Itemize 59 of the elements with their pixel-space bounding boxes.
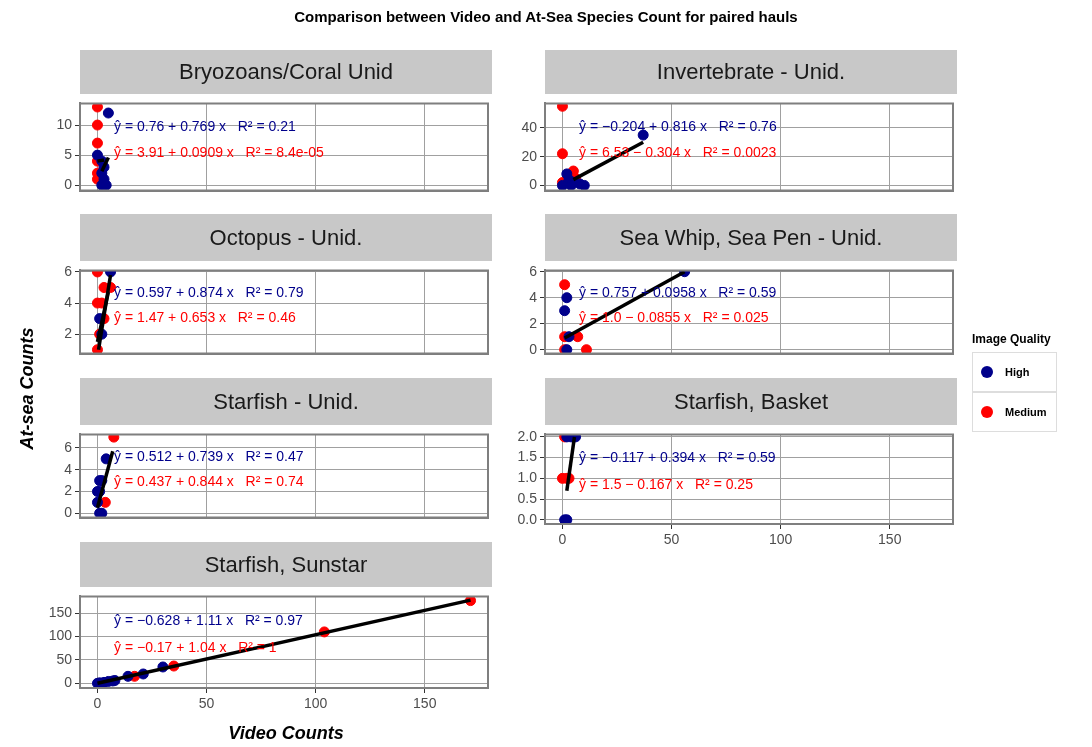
chart-title: Octopus - Unid.	[80, 214, 492, 261]
y-tick-label: 4	[64, 293, 73, 310]
x-tick-label: 100	[303, 695, 328, 712]
x-tick-label: 150	[413, 695, 437, 712]
y-tick-label: 1.0	[517, 469, 538, 486]
x-tick-label: 0	[558, 531, 567, 548]
y-tick-label: 4	[64, 460, 73, 477]
annotation: ŷ = 1.0 − 0.0855 x R² = 0.025	[579, 308, 769, 325]
annotation: ŷ = 0.512 + 0.739 x R² = 0.47	[114, 447, 304, 464]
y-tick-label: 40	[521, 118, 538, 135]
y-tick-label: 50	[56, 650, 73, 667]
x-tick-label: 50	[198, 695, 215, 712]
annotation: ŷ = 0.437 + 0.844 x R² = 0.74	[114, 472, 304, 489]
y-tick-label: 0	[64, 504, 73, 521]
annotation: ŷ = 0.76 + 0.769 x R² = 0.21	[114, 117, 296, 134]
chart-title: Invertebrate - Unid.	[545, 50, 957, 94]
text: Comparison between Video and At-Sea Species Count for paired hauls	[293, 8, 799, 25]
x-tick-label: 0	[93, 695, 102, 712]
annotation: ŷ = 3.91 + 0.0909 x R² = 8.4e-05	[114, 143, 324, 160]
y-tick-label: 2.0	[517, 427, 538, 444]
y-tick-label: 0.5	[517, 489, 538, 506]
y-tick-label: 6	[64, 438, 73, 455]
y-tick-label: 2	[529, 314, 538, 331]
annotation: ŷ = −0.628 + 1.11 x R² = 0.97	[114, 611, 304, 628]
y-tick-label: 0	[529, 340, 538, 357]
y-tick-label: 1.5	[517, 448, 538, 465]
legend-label: High	[1005, 366, 1030, 378]
y-tick-label: 100	[48, 627, 73, 644]
chart-title: Starfish, Basket	[545, 378, 957, 425]
y-tick-label: 2	[64, 482, 73, 499]
y-tick-label: 10	[56, 115, 73, 132]
chart-title: Starfish, Sunstar	[80, 542, 492, 587]
annotation: ŷ = −0.117 + 0.394 x R² = 0.59	[579, 449, 776, 466]
y-tick-label: 6	[64, 262, 73, 279]
y-tick-label: 4	[529, 288, 538, 305]
x-axis-title: Video Counts	[227, 723, 345, 744]
y-tick-label: 150	[48, 604, 73, 621]
y-tick-label: 0	[529, 176, 538, 193]
legend-label: Medium	[1005, 406, 1047, 418]
chart-title: Starfish - Unid.	[80, 378, 492, 425]
annotation: ŷ = 0.757 + 0.0958 x R² = 0.59	[579, 283, 777, 300]
y-tick-label: 0.0	[517, 510, 538, 527]
chart-title: Sea Whip, Sea Pen - Unid.	[545, 214, 957, 261]
y-tick-label: 0	[64, 176, 73, 193]
y-axis-title: At-sea Counts	[16, 326, 38, 452]
x-tick-label: 100	[768, 531, 793, 548]
chart-title: Bryozoans/Coral Unid	[80, 50, 492, 94]
annotation: ŷ = −0.204 + 0.816 x R² = 0.76	[579, 117, 777, 134]
y-tick-label: 5	[64, 145, 73, 162]
y-tick-label: 20	[521, 147, 538, 164]
x-tick-label: 50	[663, 531, 680, 548]
annotation: ŷ = 1.47 + 0.653 x R² = 0.46	[114, 308, 296, 325]
annotation: ŷ = 1.5 − 0.167 x R² = 0.25	[579, 476, 754, 493]
y-tick-label: 0	[64, 674, 73, 691]
y-tick-label: 2	[64, 325, 73, 342]
x-tick-label: 150	[878, 531, 902, 548]
annotation: ŷ = 0.597 + 0.874 x R² = 0.79	[114, 283, 304, 300]
y-tick-label: 6	[529, 262, 538, 279]
legend-title: Image Quality	[972, 332, 1052, 346]
